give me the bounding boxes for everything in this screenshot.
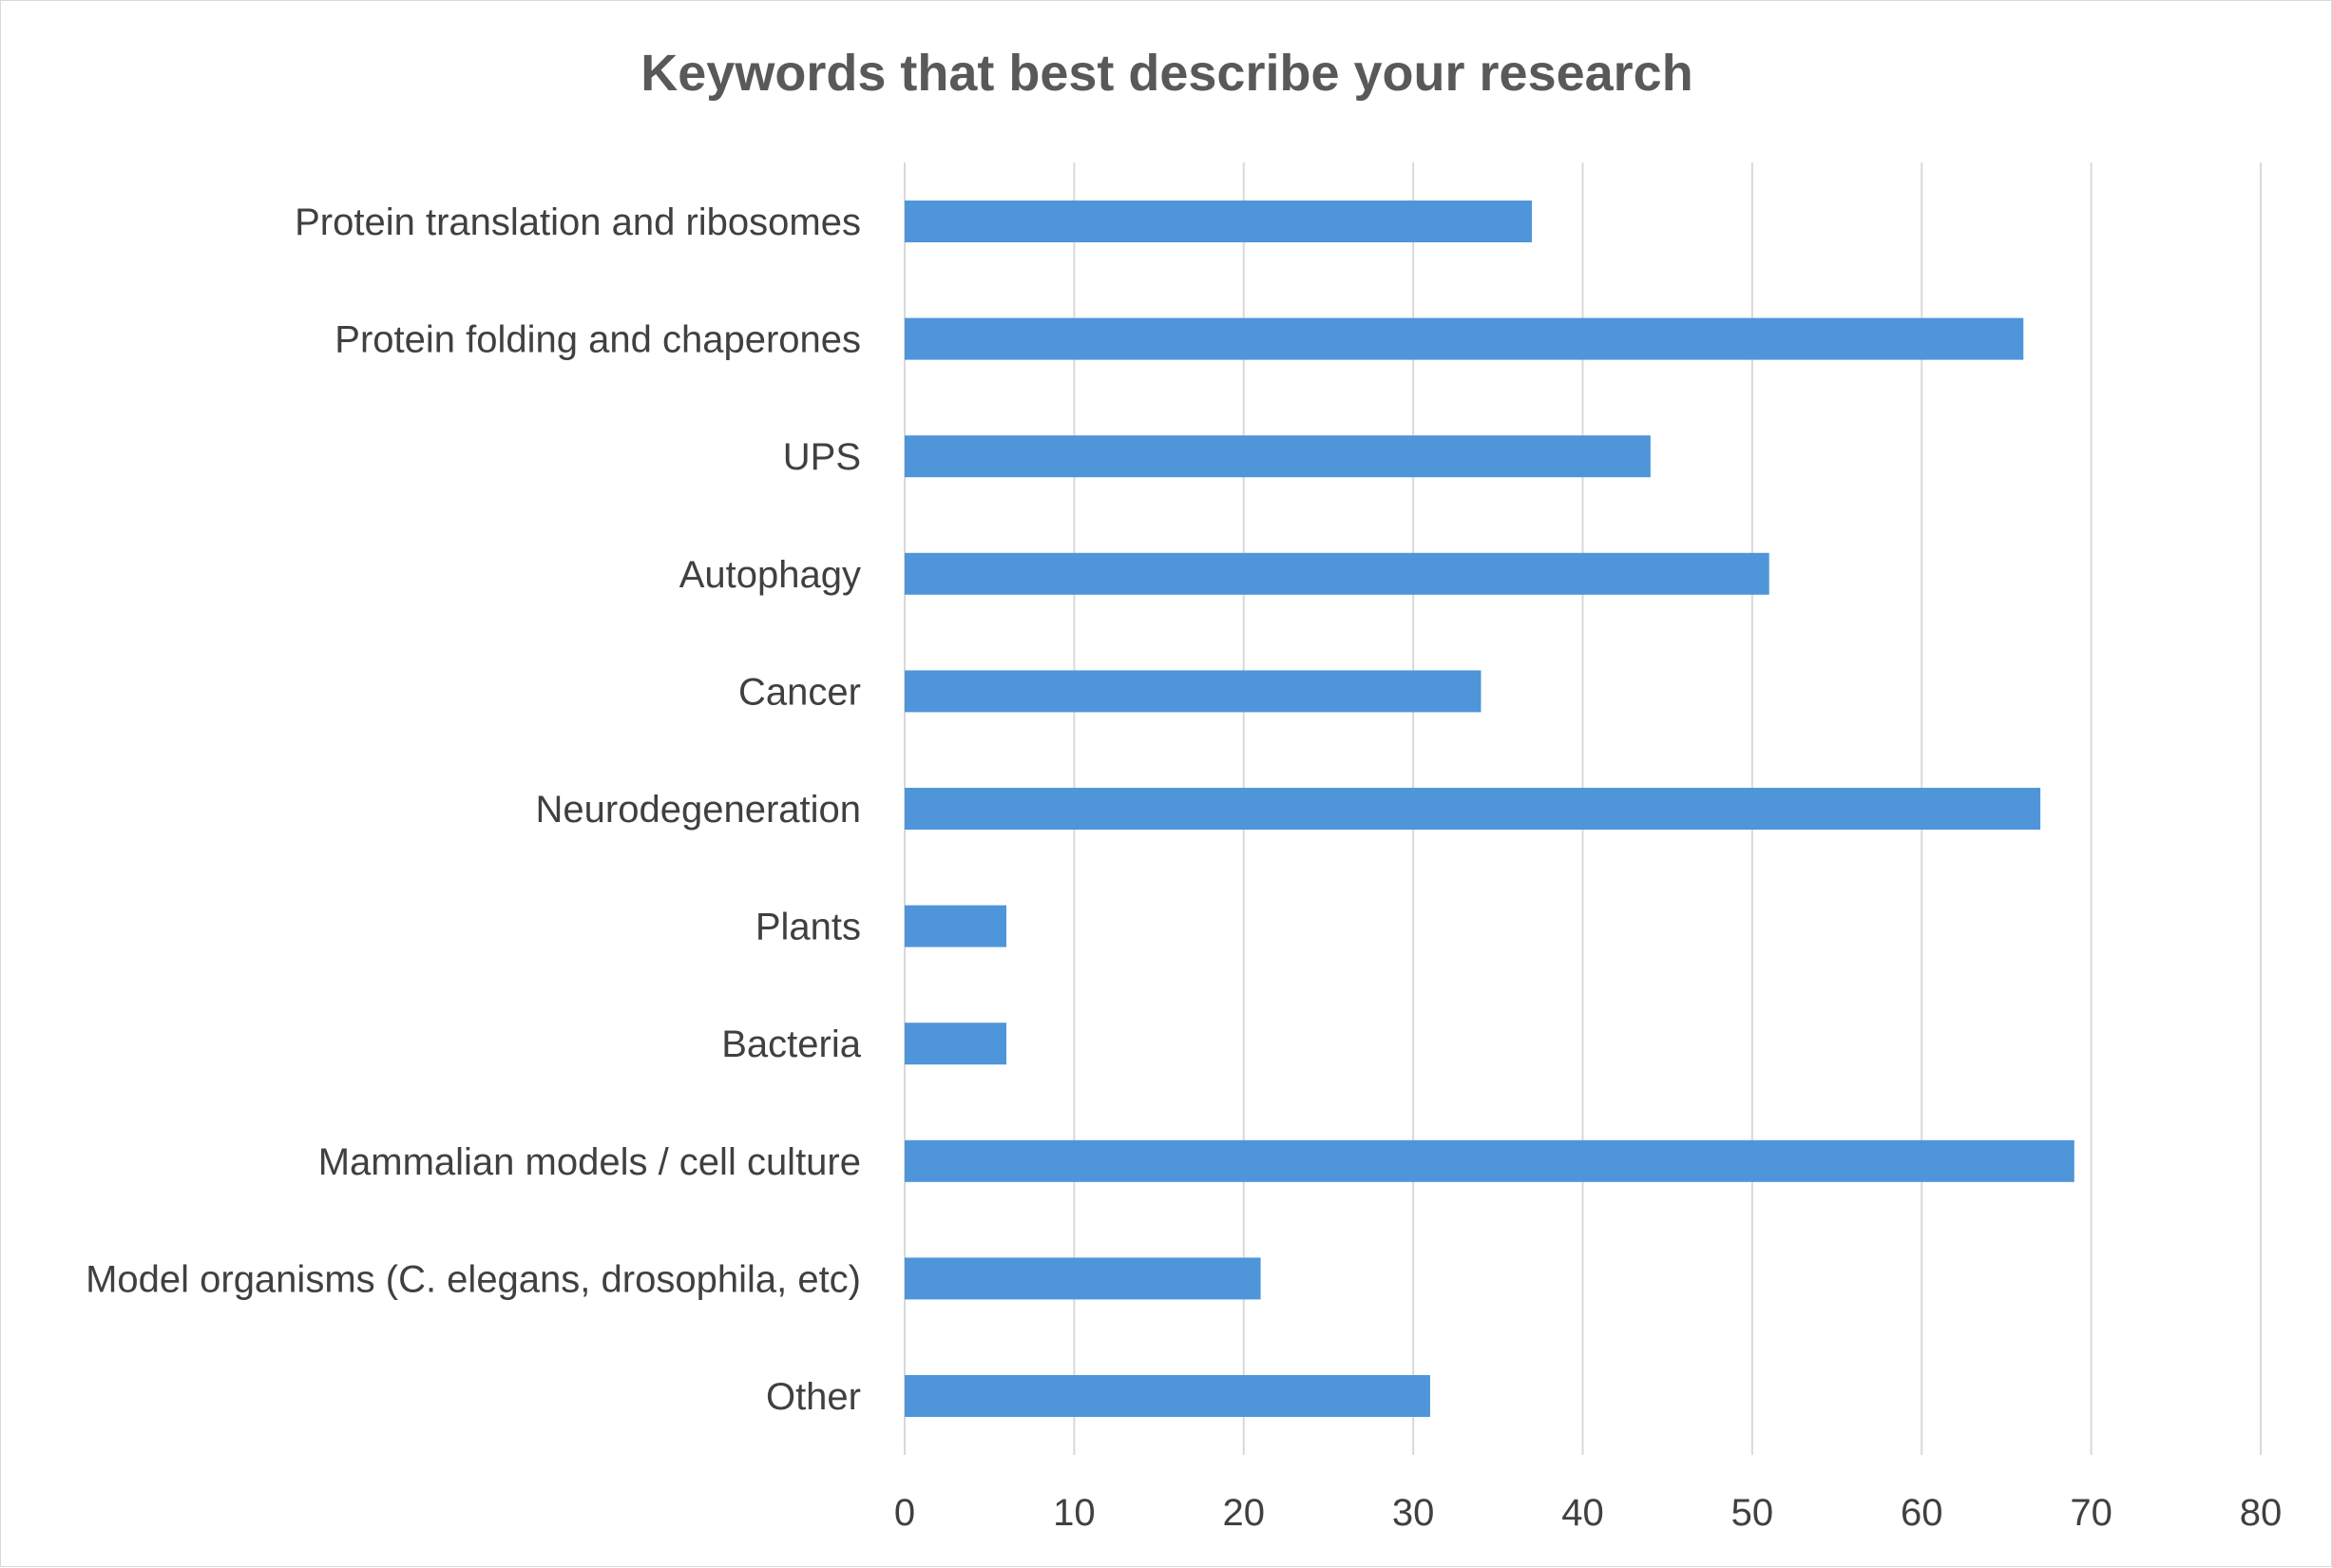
category-label: Other — [766, 1376, 861, 1418]
x-tick-label: 80 — [2240, 1492, 2283, 1534]
bar — [905, 1257, 1261, 1300]
bar — [905, 435, 1651, 478]
bar — [905, 905, 1007, 947]
x-tick-label: 30 — [1392, 1492, 1435, 1534]
chart-title: Keywords that best describe your researc… — [640, 45, 1692, 102]
category-label: Neurodegeneration — [536, 789, 861, 831]
category-label: Protein translation and ribosomes — [295, 201, 861, 243]
x-tick-label: 10 — [1053, 1492, 1096, 1534]
category-labels: Protein translation and ribosomes Protein… — [86, 201, 862, 1418]
bar — [905, 670, 1481, 713]
category-label: Protein folding and chaperones — [335, 319, 861, 361]
category-label: Autophagy — [679, 554, 861, 596]
category-label: Mammalian models / cell culture — [318, 1141, 861, 1183]
category-label: Plants — [755, 907, 861, 948]
bar — [905, 552, 1769, 595]
x-tick-label: 0 — [894, 1492, 915, 1534]
x-tick-label: 60 — [1901, 1492, 1943, 1534]
x-tick-label: 50 — [1731, 1492, 1774, 1534]
bar — [905, 317, 2024, 360]
bar — [905, 1375, 1430, 1417]
category-label: Cancer — [738, 671, 861, 713]
category-label: UPS — [783, 436, 861, 478]
bar — [905, 788, 2041, 830]
bar — [905, 201, 1532, 242]
category-label: Bacteria — [721, 1023, 861, 1065]
x-tick-label: 20 — [1223, 1492, 1266, 1534]
bars — [905, 201, 2074, 1417]
bar — [905, 1023, 1007, 1065]
bar — [905, 1139, 2074, 1182]
x-axis-tick-labels: 0 10 20 30 40 50 60 70 80 — [894, 1492, 2282, 1534]
x-tick-label: 40 — [1561, 1492, 1604, 1534]
category-label: Model organisms (C. elegans, drosophila,… — [86, 1258, 861, 1300]
x-tick-label: 70 — [2070, 1492, 2112, 1534]
